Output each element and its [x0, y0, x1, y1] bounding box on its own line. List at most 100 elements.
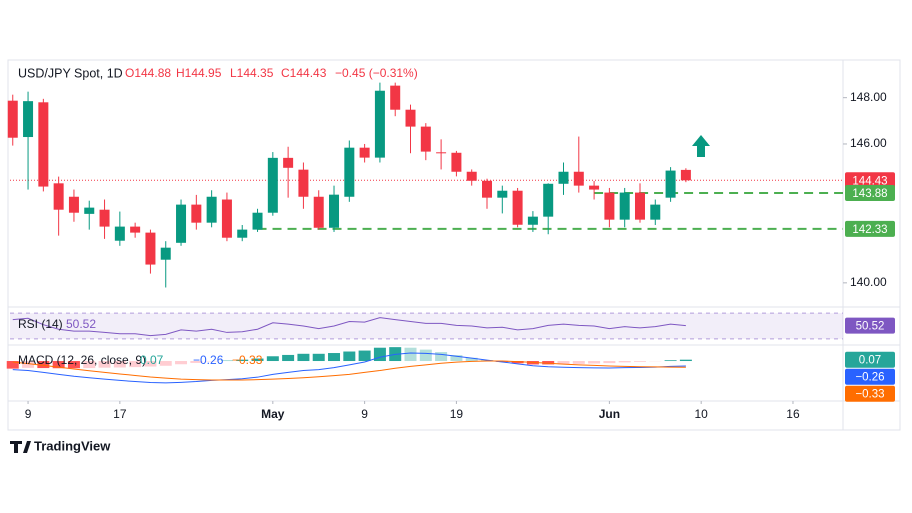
candle-body — [313, 196, 324, 228]
macd-histogram-bar — [603, 361, 616, 364]
candle-body — [130, 226, 141, 233]
level-price-text: 143.88 — [852, 188, 887, 200]
candle-body — [497, 190, 508, 198]
candle-body — [283, 157, 294, 168]
x-tick-label: May — [261, 407, 285, 421]
macd-histogram-bar — [297, 353, 310, 362]
candle-body — [344, 147, 355, 197]
y-tick-label: 140.00 — [850, 275, 887, 289]
candle-body — [191, 204, 202, 223]
candle-body — [634, 192, 645, 220]
chart-frame — [7, 59, 901, 431]
rsi-value: 50.52 — [66, 317, 96, 331]
rsi-box — [845, 317, 895, 334]
candle-body — [420, 126, 431, 152]
macd-histogram-bar — [419, 349, 432, 362]
macd-histogram-bar — [251, 358, 264, 362]
x-tick-label: 16 — [786, 407, 800, 421]
macd-histogram-bar — [282, 354, 295, 362]
candle-body — [589, 185, 600, 190]
macd-title: MACD (12, 26, close, 9) — [18, 353, 146, 367]
candle-body — [543, 183, 554, 217]
macd-line — [12, 352, 686, 384]
macd-legend-value: −0.33 — [232, 353, 263, 367]
brand-name: TradingView — [34, 438, 111, 453]
macd-histogram-bar — [52, 361, 65, 369]
macd-histogram-bar — [588, 361, 601, 364]
candle-body — [23, 101, 34, 138]
candle-body — [267, 157, 278, 213]
candle-body — [7, 100, 18, 138]
brand-logo — [10, 441, 31, 453]
change-label: −0.45 (−0.31%) — [335, 66, 418, 80]
candle-body — [252, 212, 263, 230]
candle-body — [329, 194, 340, 228]
candle-body — [405, 109, 416, 127]
macd-histogram-bar — [618, 361, 631, 363]
macd-histogram-bar — [542, 361, 555, 365]
candle-body — [176, 204, 187, 243]
macd-histogram-bar — [175, 361, 188, 365]
macd-legend-value: 0.07 — [140, 353, 164, 367]
macd-histogram-bar — [511, 361, 524, 364]
rsi-title: RSI (14) — [18, 317, 63, 331]
candle-body — [99, 209, 110, 227]
symbol-title: USD/JPY Spot, 1D — [18, 66, 123, 80]
ohlc-label: L144.35 — [230, 66, 274, 80]
ohlc-label: H144.95 — [176, 66, 222, 80]
candle-body — [436, 152, 447, 154]
macd-line — [12, 360, 686, 381]
candle-body — [114, 226, 125, 241]
x-tick-label: 10 — [695, 407, 709, 421]
macd-histogram-bar — [83, 361, 96, 369]
candle-body — [665, 170, 676, 198]
macd-histogram-bar — [572, 361, 585, 364]
candle-body — [68, 196, 79, 213]
macd-histogram-bar — [435, 352, 448, 362]
macd-histogram-bar — [159, 361, 172, 366]
candle-body — [512, 190, 523, 225]
macd-histogram-bar — [664, 360, 677, 362]
candle-body — [145, 232, 156, 265]
macd-histogram-bar — [6, 361, 19, 369]
ohlc-label: O144.88 — [125, 66, 171, 80]
macd-histogram-bar — [557, 361, 570, 365]
macd-legend-value: −0.26 — [193, 353, 224, 367]
macd-histogram-bar — [328, 353, 341, 362]
level-price-box — [845, 185, 895, 202]
macd-histogram-bar — [67, 361, 80, 369]
candle-body — [237, 229, 248, 238]
rsi-text: 50.52 — [856, 321, 885, 333]
candle-body — [619, 192, 630, 220]
candle-body — [466, 171, 477, 181]
macd-histogram-bar — [358, 350, 371, 362]
macd-histogram-bar — [37, 361, 50, 369]
macd-histogram-bar — [144, 361, 157, 367]
candle-body — [53, 183, 64, 210]
y-tick-label: 146.00 — [850, 136, 887, 150]
macd-text: −0.33 — [855, 389, 884, 401]
macd-histogram-bar — [98, 361, 111, 368]
macd-histogram-bar — [113, 361, 126, 368]
candle-body — [390, 85, 401, 110]
candle-body — [451, 152, 462, 172]
ohlc-label: C144.43 — [281, 66, 327, 80]
candle-body — [359, 147, 370, 158]
x-tick-label: Jun — [599, 407, 620, 421]
candle-body — [84, 207, 95, 214]
macd-histogram-bar — [679, 359, 692, 362]
candle-body — [206, 196, 217, 223]
candle-body — [604, 192, 615, 220]
last-price-box — [845, 172, 895, 189]
macd-histogram-bar — [343, 351, 356, 362]
rsi-band — [10, 313, 843, 339]
macd-histogram-bar — [404, 347, 417, 362]
candle-body — [38, 102, 49, 187]
macd-histogram-bar — [236, 359, 249, 362]
macd-box — [845, 368, 895, 385]
candle-body — [650, 204, 661, 220]
x-tick-label: 17 — [113, 407, 127, 421]
level-price-box — [845, 220, 895, 237]
x-tick-label: 9 — [361, 407, 368, 421]
candle-body — [558, 171, 569, 184]
